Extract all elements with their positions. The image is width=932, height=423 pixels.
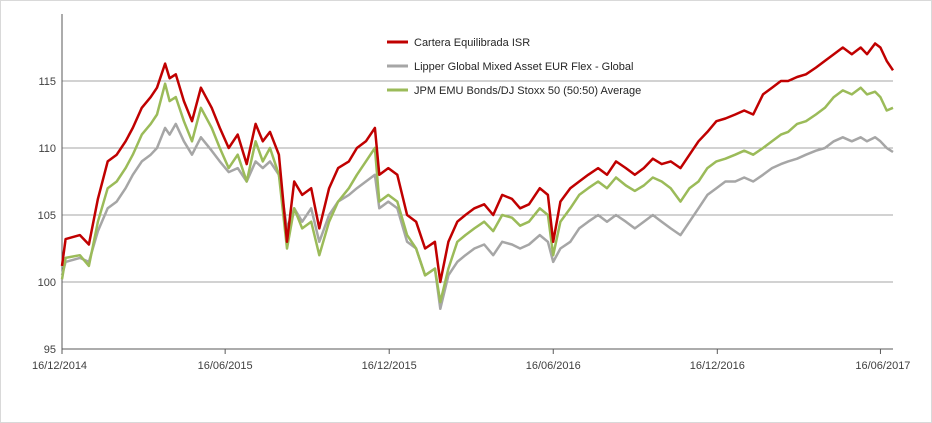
legend: Cartera Equilibrada ISR Lipper Global Mix… [387,37,641,97]
x-tick-label: 16/12/2016 [690,360,745,372]
y-tick-label: 110 [38,143,56,155]
x-tick-label: 16/12/2014 [32,360,87,372]
series-line [60,82,894,304]
axes [61,14,893,354]
x-tick-label: 16/06/2017 [855,360,910,372]
legend-label: JPM EMU Bonds/DJ Stoxx 50 (50:50) Averag… [414,85,641,97]
series-line [60,122,894,311]
legend-label: Cartera Equilibrada ISR [414,37,530,49]
y-tick-label: 100 [38,277,56,289]
y-tick-label: 95 [44,344,56,356]
tick-labels: 95 100 105 110 115 16/12/2014 16/06/2015 16/12/… [32,76,910,372]
x-tick-label: 16/06/2015 [198,360,253,372]
series-lines [60,42,895,311]
y-tick-label: 115 [38,76,56,88]
x-tick-label: 16/12/2015 [362,360,417,372]
x-tick-label: 16/06/2016 [526,360,581,372]
gridlines [62,80,893,283]
y-tick-label: 105 [38,210,56,222]
legend-label: Lipper Global Mixed Asset EUR Flex - Glo… [414,61,633,73]
series-line [60,42,895,284]
